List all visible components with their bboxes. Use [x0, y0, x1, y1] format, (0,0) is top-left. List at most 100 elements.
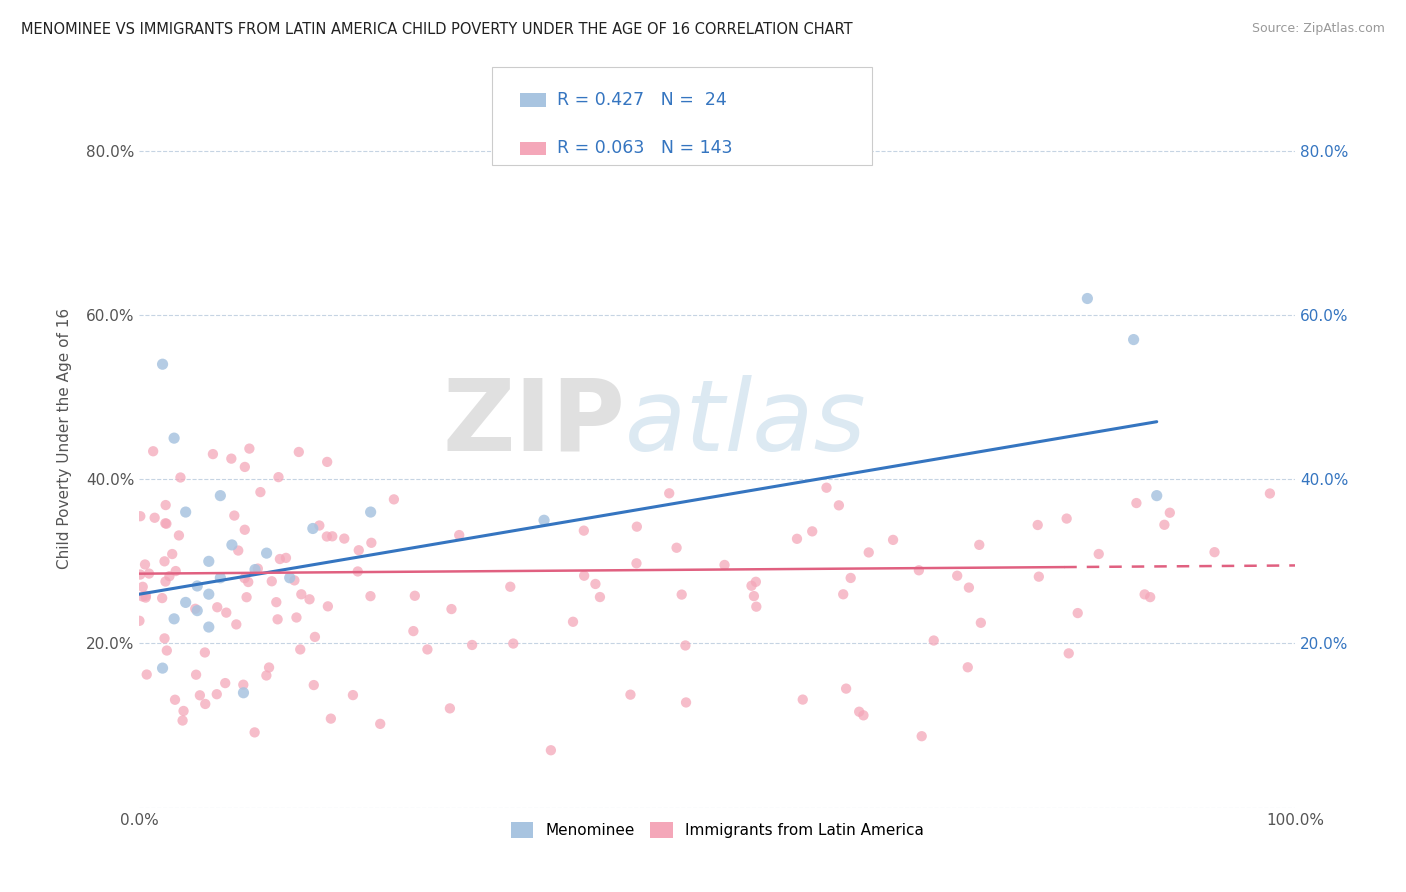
Point	[232, 678, 254, 692]
Point	[461, 638, 484, 652]
Point	[194, 697, 217, 711]
Point	[665, 541, 688, 555]
Point	[285, 610, 308, 624]
Point	[288, 445, 311, 459]
Point	[342, 688, 364, 702]
Point	[129, 567, 152, 582]
Point	[167, 528, 190, 542]
Point	[186, 579, 208, 593]
Point	[1146, 489, 1168, 503]
Point	[848, 705, 870, 719]
Point	[155, 574, 177, 589]
Point	[1159, 506, 1181, 520]
Point	[713, 558, 735, 572]
Point	[1057, 646, 1080, 660]
Point	[572, 568, 595, 582]
Point	[266, 595, 288, 609]
Point	[194, 645, 217, 659]
Point	[235, 591, 257, 605]
Point	[298, 592, 321, 607]
Point	[745, 599, 768, 614]
Point	[1153, 517, 1175, 532]
Point	[839, 571, 862, 585]
Point	[1076, 292, 1098, 306]
Point	[368, 717, 391, 731]
Point	[233, 571, 256, 585]
Point	[143, 510, 166, 524]
Point	[134, 558, 156, 572]
Point	[278, 571, 301, 585]
Point	[1204, 545, 1226, 559]
Point	[243, 563, 266, 577]
Point	[382, 492, 405, 507]
Point	[225, 617, 247, 632]
Point	[619, 688, 641, 702]
Point	[221, 538, 243, 552]
Point	[1028, 569, 1050, 583]
Legend: Menominee, Immigrants from Latin America: Menominee, Immigrants from Latin America	[505, 816, 931, 845]
Point	[188, 688, 211, 702]
Point	[226, 543, 249, 558]
Point	[201, 447, 224, 461]
Point	[238, 442, 260, 456]
Point	[562, 615, 585, 629]
Point	[198, 554, 221, 568]
Point	[745, 574, 768, 589]
Point	[967, 538, 990, 552]
Point	[786, 532, 808, 546]
Point	[1258, 486, 1281, 500]
Point	[256, 546, 278, 560]
Point	[290, 642, 312, 657]
Point	[249, 485, 271, 500]
Point	[155, 516, 177, 531]
Point	[132, 580, 155, 594]
Point	[502, 636, 524, 650]
Point	[215, 606, 238, 620]
Text: R = 0.063   N = 143: R = 0.063 N = 143	[557, 139, 733, 157]
Point	[1026, 518, 1049, 533]
Text: MENOMINEE VS IMMIGRANTS FROM LATIN AMERICA CHILD POVERTY UNDER THE AGE OF 16 COR: MENOMINEE VS IMMIGRANTS FROM LATIN AMERI…	[21, 22, 852, 37]
Point	[1087, 547, 1109, 561]
Point	[404, 589, 426, 603]
Point	[440, 602, 463, 616]
Y-axis label: Child Poverty Under the Age of 16: Child Poverty Under the Age of 16	[58, 308, 72, 569]
Point	[198, 587, 221, 601]
Point	[499, 580, 522, 594]
Point	[572, 524, 595, 538]
Point	[970, 615, 993, 630]
Point	[1133, 587, 1156, 601]
Point	[150, 591, 173, 605]
Point	[1056, 511, 1078, 525]
Point	[360, 505, 382, 519]
Point	[1139, 590, 1161, 604]
Point	[131, 590, 153, 604]
Point	[741, 579, 763, 593]
Point	[152, 661, 174, 675]
Point	[316, 599, 339, 614]
Point	[174, 595, 197, 609]
Text: Source: ZipAtlas.com: Source: ZipAtlas.com	[1251, 22, 1385, 36]
Point	[1122, 333, 1144, 347]
Point	[449, 528, 471, 542]
Point	[165, 564, 187, 578]
Point	[911, 729, 934, 743]
Point	[163, 692, 186, 706]
Point	[233, 459, 256, 474]
Point	[173, 704, 195, 718]
Point	[626, 519, 648, 533]
Point	[589, 590, 612, 604]
Point	[815, 481, 838, 495]
Point	[673, 639, 696, 653]
Point	[416, 642, 439, 657]
Point	[333, 532, 356, 546]
Point	[238, 574, 260, 589]
Point	[135, 589, 157, 603]
Point	[138, 566, 160, 581]
Point	[153, 554, 176, 568]
Point	[198, 620, 221, 634]
Point	[160, 547, 183, 561]
Point	[957, 581, 980, 595]
Point	[533, 513, 555, 527]
Point	[671, 588, 693, 602]
Point	[135, 667, 157, 681]
